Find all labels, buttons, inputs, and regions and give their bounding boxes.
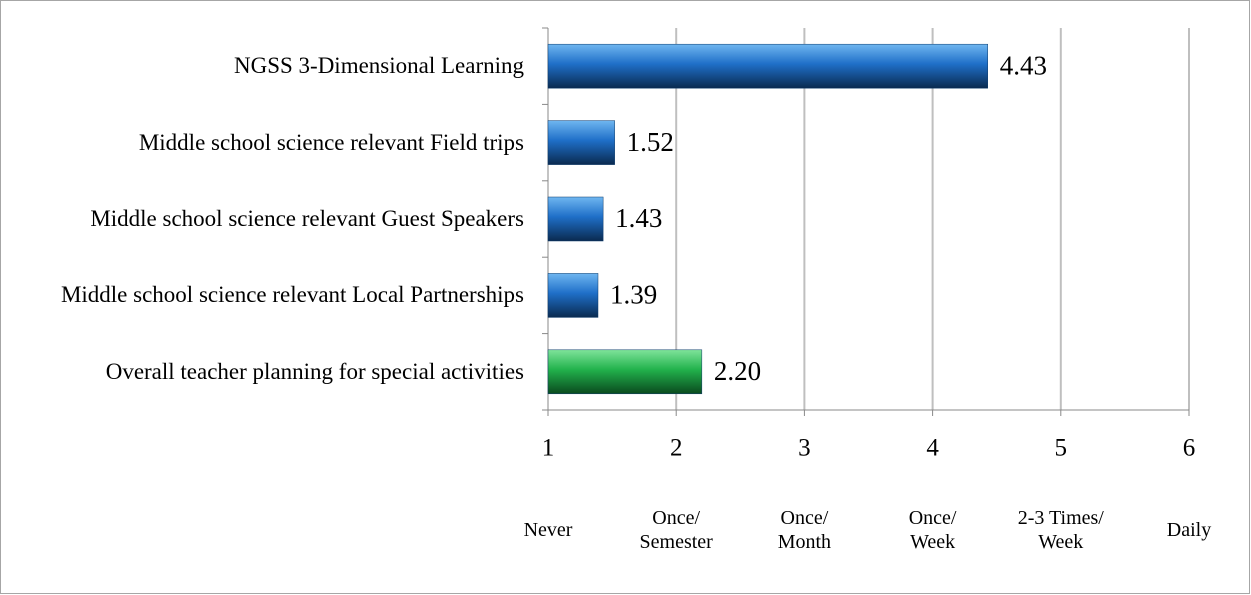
bar xyxy=(547,43,988,89)
x-tick-label: 6 xyxy=(1183,435,1196,462)
scale-label: Never xyxy=(523,519,573,541)
scale-label: Once/ Week xyxy=(908,507,957,553)
category-label: Middle school science relevant Local Par… xyxy=(60,282,524,308)
category-label: Middle school science relevant Guest Spe… xyxy=(90,206,524,231)
bar xyxy=(547,349,703,395)
bar xyxy=(547,196,604,242)
value-label: 1.52 xyxy=(627,127,674,157)
x-tick-label: 3 xyxy=(798,435,811,462)
x-tick-label: 2 xyxy=(670,435,683,462)
x-tick-label: 4 xyxy=(926,435,939,462)
scale-label: 2-3 Times/ Week xyxy=(1017,507,1104,553)
scale-label: Daily xyxy=(1166,519,1212,541)
category-label: Middle school science relevant Field tri… xyxy=(138,129,524,155)
scale-label: Once/ Month xyxy=(777,507,832,553)
scale-label: Once/ Semester xyxy=(639,507,713,553)
value-label: 1.39 xyxy=(610,280,657,310)
x-tick-label: 5 xyxy=(1055,435,1068,462)
category-label: Overall teacher planning for special act… xyxy=(105,358,524,384)
category-label: NGSS 3-Dimensional Learning xyxy=(233,53,524,79)
value-label: 2.20 xyxy=(714,356,761,386)
bar xyxy=(547,120,615,165)
value-label: 4.43 xyxy=(1000,50,1047,80)
bar xyxy=(547,273,599,318)
value-label: 1.43 xyxy=(615,203,662,233)
x-tick-label: 1 xyxy=(542,435,555,462)
